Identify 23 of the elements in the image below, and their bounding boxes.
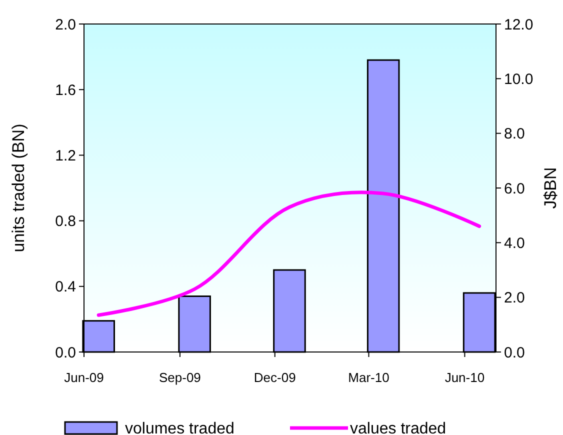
y-tick-label: 1.2 [55,147,76,164]
x-tick-label: Jun-09 [64,370,104,385]
y2-tick-label: 8.0 [504,126,525,143]
y2-tick-label: 12.0 [504,16,534,34]
line-series [96,190,482,317]
y2-tick-label: 2.0 [504,290,525,307]
x-tick-label: Mar-10 [348,370,390,385]
y-tick-label: 1.6 [55,82,76,99]
y-tick-label: 0.0 [55,344,76,362]
y2-tick-label: 6.0 [504,180,525,198]
x-tick-label: Dec-09 [254,370,296,385]
legend-label: values traded [350,420,446,435]
y2-tick-label: 4.0 [504,234,525,252]
legend-label: volumes traded [125,420,234,435]
x-tick-label: Jun-10 [444,370,485,385]
y2-axis-title: J$BN [541,167,560,209]
x-tick-label: Sep-09 [159,370,201,385]
y-tick-label: 2.0 [55,16,76,34]
y-tick-label: 0.8 [55,213,76,230]
y2-tick-label: 0.0 [504,344,525,362]
y-axis-title: units traded (BN) [9,124,28,252]
y2-tick-label: 10.0 [504,70,534,88]
y-tick-label: 0.4 [55,278,76,296]
